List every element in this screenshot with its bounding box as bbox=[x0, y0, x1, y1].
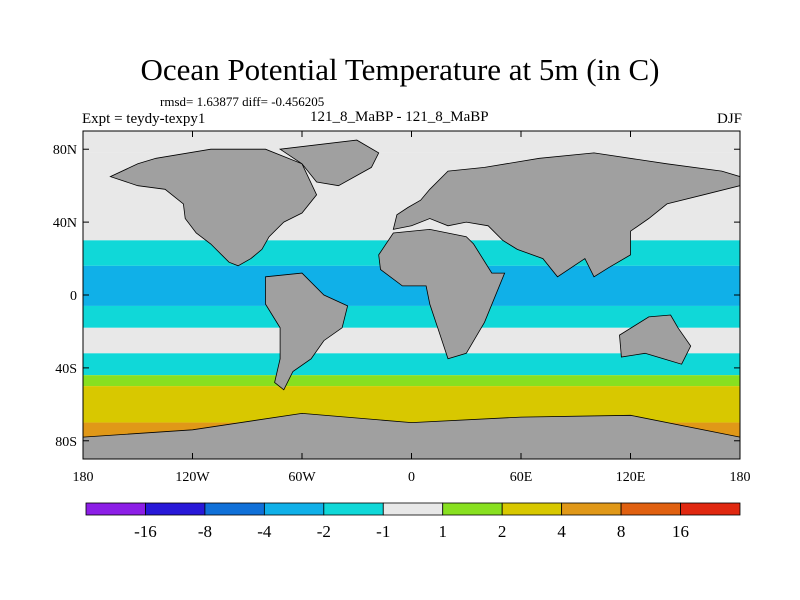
lon-tick-label: 60W bbox=[288, 470, 316, 485]
colorbar-swatch bbox=[501, 502, 563, 516]
map-plot-area bbox=[83, 131, 740, 459]
colorbar-swatch bbox=[561, 502, 622, 516]
lat-tick-label: 80S bbox=[55, 435, 77, 450]
colorbar: -16 -8 -4 -2 -1 1 2 4 8 16 bbox=[85, 502, 741, 541]
colorbar-swatch bbox=[442, 502, 503, 516]
colorbar-label: -4 bbox=[257, 522, 272, 541]
experiment-label: Expt = teydy-texpy1 bbox=[82, 111, 206, 127]
ocean-band-6 bbox=[83, 353, 740, 376]
colorbar-swatch bbox=[620, 502, 681, 516]
land-australia bbox=[619, 314, 692, 365]
colorbar-label: 2 bbox=[498, 522, 507, 541]
rmsd-diff-stats: rmsd= 1.63877 diff= -0.456205 bbox=[160, 94, 325, 109]
land-africa bbox=[378, 228, 506, 360]
lon-tick-label: 120E bbox=[616, 470, 646, 485]
lat-tick-label: 0 bbox=[70, 289, 77, 304]
colorbar-label: -8 bbox=[198, 522, 212, 541]
land-antarctica bbox=[83, 412, 740, 459]
colorbar-swatch bbox=[263, 502, 325, 516]
colorbar-label: 4 bbox=[557, 522, 566, 541]
colorbar-swatch bbox=[323, 502, 384, 516]
colorbar-label: -1 bbox=[376, 522, 390, 541]
colorbar-swatch bbox=[204, 502, 265, 516]
colorbar-label: 1 bbox=[438, 522, 447, 541]
colorbar-label: -2 bbox=[317, 522, 331, 541]
lon-tick-label: 120W bbox=[175, 470, 210, 485]
axis-ticks: 180 120W 60W 0 60E 120E 180 80N 40N 0 40S 80S bbox=[53, 131, 751, 485]
lon-tick-label: 60E bbox=[510, 470, 533, 485]
ocean-band-7 bbox=[83, 375, 740, 387]
lat-tick-label: 80N bbox=[53, 143, 77, 158]
colorbar-swatch bbox=[85, 502, 146, 516]
colorbar-label: -16 bbox=[134, 522, 157, 541]
colorbar-swatch bbox=[680, 502, 741, 516]
lon-tick-label: 180 bbox=[730, 470, 751, 485]
period-label: 121_8_MaBP - 121_8_MaBP bbox=[310, 109, 489, 125]
ocean-band-0 bbox=[83, 131, 740, 153]
map-title: Ocean Potential Temperature at 5m (in C) bbox=[140, 52, 660, 87]
land-greenland bbox=[278, 139, 380, 187]
ocean-band-4 bbox=[83, 305, 740, 328]
colorbar-swatch bbox=[382, 502, 444, 516]
lat-tick-label: 40N bbox=[53, 216, 77, 231]
land-south-america bbox=[265, 272, 349, 391]
lat-tick-label: 40S bbox=[55, 362, 77, 377]
land-eurasia bbox=[392, 152, 740, 278]
colorbar-label: 8 bbox=[617, 522, 626, 541]
colorbar-label: 16 bbox=[672, 522, 689, 541]
lon-tick-label: 0 bbox=[408, 470, 415, 485]
colorbar-swatch bbox=[145, 502, 206, 516]
season-label: DJF bbox=[716, 111, 742, 127]
land-north-america bbox=[109, 148, 318, 267]
lon-tick-label: 180 bbox=[73, 470, 94, 485]
